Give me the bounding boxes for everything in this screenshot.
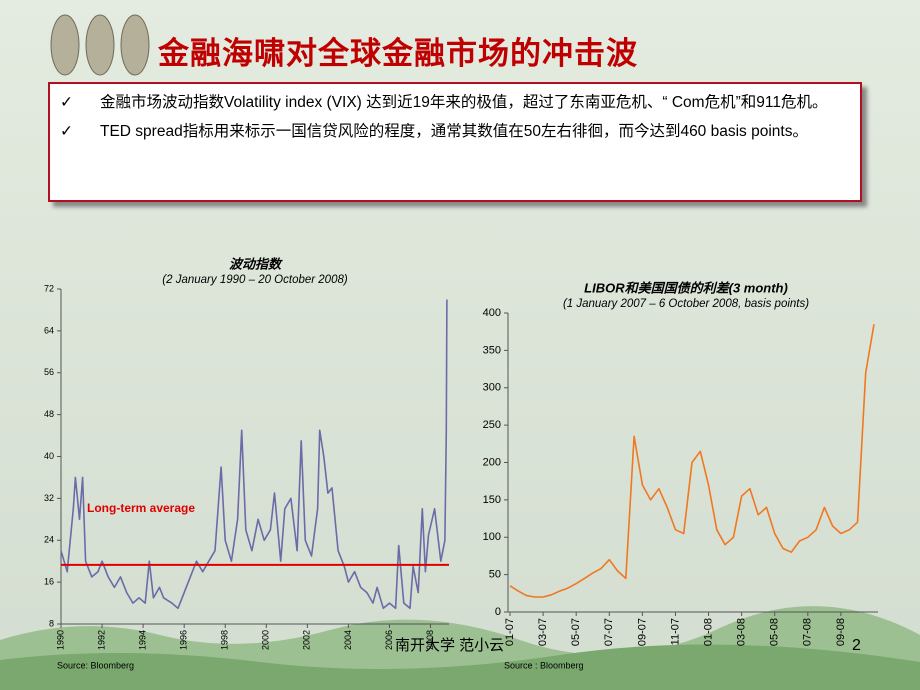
x-tick-label: 07-07 xyxy=(603,618,615,646)
y-tick-label: 350 xyxy=(483,344,501,356)
y-tick-label: 150 xyxy=(483,494,501,506)
x-tick-label: 2000 xyxy=(261,630,271,650)
y-tick-label: 100 xyxy=(483,531,501,543)
y-tick-label: 48 xyxy=(44,409,54,419)
y-tick-label: 400 xyxy=(483,307,501,319)
chart-title: 波动指数 xyxy=(229,256,283,271)
x-tick-label: 1998 xyxy=(220,630,230,650)
y-tick-label: 72 xyxy=(44,283,54,293)
series-line xyxy=(509,324,875,598)
y-tick-label: 64 xyxy=(44,325,54,335)
x-tick-label: 1996 xyxy=(179,630,189,650)
series-line xyxy=(60,299,448,610)
x-tick-label: 2008 xyxy=(425,630,435,650)
bullet: ✓ 金融市场波动指数Volatility index (VIX) 达到近19年来的… xyxy=(60,90,848,115)
x-tick-label: 01-07 xyxy=(504,618,516,646)
x-tick-label: 2006 xyxy=(384,630,394,650)
y-tick-label: 50 xyxy=(489,569,501,581)
chart-title: LIBOR和美国国债的利差(3 month) xyxy=(584,280,788,295)
y-tick-label: 24 xyxy=(44,535,54,545)
bullet: ✓ TED spread指标用来标示一国信贷风险的程度，通常其数值在50左右徘徊，… xyxy=(60,119,848,144)
bullet-box: ✓ 金融市场波动指数Volatility index (VIX) 达到近19年来的… xyxy=(48,82,862,202)
x-tick-label: 01-08 xyxy=(702,618,714,646)
x-tick-label: 09-07 xyxy=(636,618,648,646)
y-tick-label: 250 xyxy=(483,419,501,431)
y-tick-label: 0 xyxy=(495,606,501,618)
y-tick-label: 200 xyxy=(483,456,501,468)
y-tick-label: 32 xyxy=(44,493,54,503)
leaves xyxy=(50,14,150,76)
x-tick-label: 05-07 xyxy=(570,618,582,646)
page-number: 2 xyxy=(852,637,861,654)
chart-subtitle: (1 January 2007 – 6 October 2008, basis … xyxy=(563,298,809,310)
x-tick-label: 03-07 xyxy=(537,618,549,646)
x-tick-label: 03-08 xyxy=(736,618,748,646)
source-note: Source : Bloomberg xyxy=(504,660,584,670)
x-tick-label: 07-08 xyxy=(802,618,814,646)
y-tick-label: 16 xyxy=(44,577,54,587)
x-tick-label: 1994 xyxy=(137,630,147,650)
x-tick-label: 11-07 xyxy=(669,618,681,645)
x-tick-label: 09-08 xyxy=(835,618,847,646)
footer: 南开大学 范小云 xyxy=(395,637,504,654)
x-tick-label: 05-08 xyxy=(769,618,781,646)
source-note: Source: Bloomberg xyxy=(57,660,134,670)
bullet-text: TED spread指标用来标示一国信贷风险的程度，通常其数值在50左右徘徊，而… xyxy=(100,123,808,140)
x-tick-label: 2002 xyxy=(302,630,312,650)
y-tick-label: 40 xyxy=(44,451,54,461)
y-tick-label: 8 xyxy=(49,618,54,628)
y-tick-label: 56 xyxy=(44,367,54,377)
bullet-text: 金融市场波动指数Volatility index (VIX) 达到近19年来的极… xyxy=(100,94,828,111)
grass xyxy=(0,644,920,690)
reference-label: Long-term average xyxy=(87,501,195,515)
chart-subtitle: (2 January 1990 – 20 October 2008) xyxy=(162,274,348,286)
slide-title: 金融海啸对全球金融市场的冲击波 xyxy=(158,36,638,71)
x-tick-label: 1992 xyxy=(96,630,106,650)
y-tick-label: 300 xyxy=(483,382,501,394)
x-tick-label: 1990 xyxy=(55,630,65,650)
x-tick-label: 2004 xyxy=(343,630,353,650)
